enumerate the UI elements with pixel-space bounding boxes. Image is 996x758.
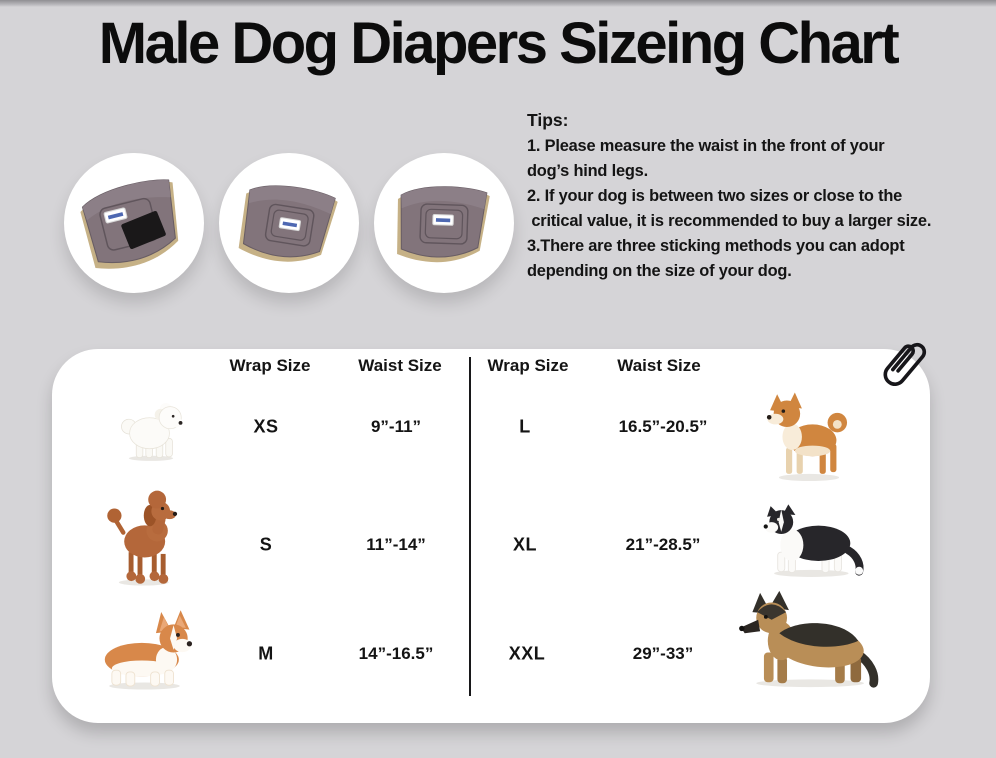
- waist-size-xl: 21”-28.5”: [625, 535, 701, 554]
- tip-line-4: critical value, it is recommended to buy…: [527, 212, 932, 230]
- waist-size-l: 16.5”-20.5”: [618, 417, 708, 436]
- top-edge-strip: [0, 0, 996, 7]
- product-photo-2: [219, 153, 359, 293]
- wrap-size-s: S: [259, 534, 273, 555]
- waist-size-m: 14”-16.5”: [358, 644, 434, 663]
- header-left-waist-size: Waist Size: [358, 356, 442, 375]
- diaper-wrap-front-icon: [397, 186, 490, 263]
- tip-line-5: 3.There are three sticking methods you c…: [527, 237, 905, 255]
- tip-line-6: depending on the size of your dog.: [527, 262, 792, 280]
- german-shepherd-icon: [737, 590, 889, 688]
- tip-line-1: 1. Please measure the waist in the front…: [527, 137, 885, 155]
- tip-line-3: 2. If your dog is between two sizes or c…: [527, 187, 903, 205]
- product-photo-3: [374, 153, 514, 293]
- header-right-waist-size: Waist Size: [617, 356, 701, 375]
- wrap-size-xs: XS: [253, 416, 279, 437]
- paperclip-icon: [883, 342, 927, 386]
- tip-line-2: dog’s hind legs.: [527, 162, 648, 180]
- waist-size-xs: 9”-11”: [370, 417, 422, 436]
- waist-size-xxl: 29”-33”: [632, 644, 694, 663]
- waist-size-s: 11”-14”: [366, 535, 426, 554]
- bichon-frise-icon: [113, 400, 189, 462]
- wrap-size-xxl: XXL: [508, 643, 546, 664]
- wrap-size-xl: XL: [512, 534, 538, 555]
- shiba-inu-icon: [763, 388, 855, 482]
- page-title: Male Dog Diapers Sizeing Chart: [98, 11, 900, 76]
- wrap-size-m: M: [258, 643, 274, 664]
- toy-poodle-icon: [103, 488, 181, 586]
- corgi-icon: [96, 603, 200, 695]
- wrap-size-l: L: [519, 416, 531, 437]
- product-photo-1: [64, 153, 204, 293]
- diaper-wrap-folded-icon: [238, 185, 338, 262]
- border-collie-icon: [760, 498, 868, 578]
- header-left-wrap-size: Wrap Size: [229, 356, 311, 375]
- tips-block: Tips: 1. Please measure the waist in the…: [527, 110, 989, 284]
- header-right-wrap-size: Wrap Size: [487, 356, 569, 375]
- tips-heading: Tips:: [527, 110, 569, 130]
- diaper-wrap-open-velcro-icon: [80, 179, 179, 269]
- table-divider: [469, 357, 471, 696]
